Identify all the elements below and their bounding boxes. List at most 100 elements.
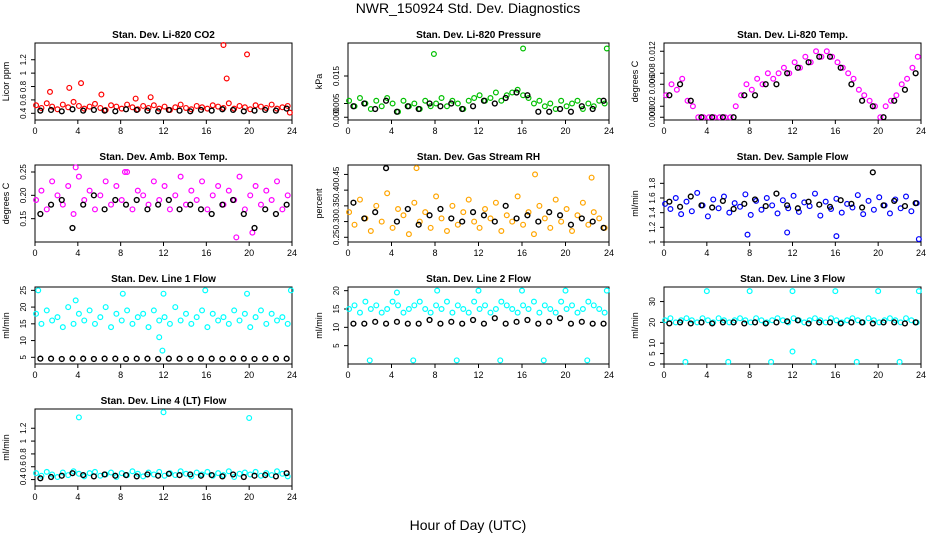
hourly-point bbox=[112, 108, 119, 115]
data-point bbox=[562, 287, 569, 294]
hourly-point bbox=[208, 107, 215, 114]
data-point bbox=[737, 203, 744, 210]
hourly-point bbox=[415, 105, 422, 113]
hourly-point bbox=[415, 221, 422, 228]
hourly-point bbox=[133, 106, 140, 114]
hourly-point bbox=[469, 316, 477, 324]
panel-title: Stan. Dev. Line 4 (LT) Flow bbox=[101, 396, 227, 407]
data-point bbox=[520, 45, 527, 52]
plot-frame bbox=[34, 408, 293, 487]
hourly-point bbox=[546, 108, 553, 115]
data-point bbox=[888, 97, 895, 104]
data-point bbox=[395, 206, 402, 213]
x-tick-label: 20 bbox=[560, 248, 570, 258]
x-tick-label: 20 bbox=[244, 126, 254, 136]
hourly-point bbox=[404, 103, 411, 110]
data-point bbox=[75, 102, 82, 109]
data-point bbox=[70, 98, 77, 105]
data-point bbox=[896, 358, 903, 365]
data-point bbox=[108, 102, 115, 109]
data-point bbox=[678, 211, 685, 218]
hourly-point bbox=[869, 103, 876, 110]
data-point bbox=[460, 209, 467, 216]
data-point bbox=[438, 94, 445, 101]
data-point bbox=[704, 317, 711, 324]
hourly-point bbox=[101, 107, 108, 114]
data-point bbox=[233, 234, 240, 241]
data-point bbox=[877, 114, 884, 121]
hourly-point bbox=[816, 319, 823, 326]
data-point bbox=[547, 224, 554, 231]
data-point bbox=[422, 97, 429, 104]
data-point bbox=[520, 302, 527, 309]
data-point bbox=[43, 100, 50, 107]
data-point bbox=[257, 307, 264, 314]
data-point bbox=[759, 81, 766, 88]
hourly-point bbox=[719, 319, 726, 326]
hourly-point bbox=[122, 201, 130, 208]
hourly-point bbox=[197, 106, 205, 114]
data-point bbox=[160, 409, 167, 416]
hourly-point bbox=[426, 316, 433, 324]
data-point bbox=[854, 192, 861, 199]
hourly-point bbox=[219, 106, 226, 113]
x-tick-label: 8 bbox=[432, 126, 437, 136]
data-point bbox=[536, 97, 543, 104]
data-point bbox=[764, 70, 771, 77]
data-point bbox=[768, 358, 775, 365]
data-point bbox=[492, 89, 499, 96]
hourly-point bbox=[404, 320, 411, 327]
hourly-point bbox=[556, 315, 564, 322]
data-point bbox=[140, 192, 147, 199]
hourly-point bbox=[165, 106, 172, 114]
data-point bbox=[585, 221, 592, 228]
data-point bbox=[710, 196, 717, 203]
data-point bbox=[807, 59, 814, 66]
hourly-point bbox=[448, 215, 455, 222]
x-tick-label: 4 bbox=[704, 248, 709, 258]
hourly-point bbox=[546, 209, 553, 216]
data-point bbox=[914, 53, 921, 60]
hourly-point bbox=[848, 200, 855, 207]
data-point bbox=[129, 468, 136, 475]
y-tick-label: 30 bbox=[648, 297, 657, 306]
panel-title: Stan. Dev. Line 2 Flow bbox=[426, 274, 531, 285]
hourly-point bbox=[283, 470, 290, 477]
hourly-point bbox=[382, 320, 390, 327]
data-point bbox=[590, 209, 597, 216]
data-point bbox=[33, 310, 40, 317]
hourly-point bbox=[709, 204, 716, 211]
data-point bbox=[220, 42, 227, 49]
hourly-point bbox=[502, 320, 509, 327]
data-point bbox=[132, 95, 139, 102]
x-tick-label: 8 bbox=[747, 248, 752, 258]
data-point bbox=[236, 470, 243, 477]
data-point bbox=[378, 218, 385, 225]
data-point bbox=[33, 470, 40, 477]
hourly-point bbox=[80, 355, 87, 362]
hourly-point bbox=[880, 202, 887, 209]
data-point bbox=[875, 288, 882, 295]
hourly-point bbox=[219, 201, 226, 208]
data-point bbox=[784, 229, 791, 236]
hourly-point bbox=[165, 470, 172, 477]
data-point bbox=[38, 187, 45, 194]
data-point bbox=[509, 306, 516, 313]
data-point bbox=[150, 178, 157, 185]
data-point bbox=[590, 302, 597, 309]
data-point bbox=[775, 70, 782, 77]
hourly-point bbox=[535, 218, 542, 225]
y-tick-label: 10 bbox=[648, 338, 657, 347]
x-tick-label: 4 bbox=[75, 370, 80, 380]
hourly-point bbox=[37, 107, 44, 114]
data-point bbox=[540, 357, 547, 364]
data-point bbox=[688, 317, 695, 324]
data-point bbox=[806, 317, 813, 324]
hourly-point bbox=[578, 215, 585, 222]
data-point bbox=[454, 221, 461, 228]
hourly-point bbox=[589, 105, 596, 113]
hourly-point bbox=[912, 70, 919, 77]
hourly-point bbox=[90, 473, 97, 480]
hourly-point bbox=[741, 200, 748, 207]
